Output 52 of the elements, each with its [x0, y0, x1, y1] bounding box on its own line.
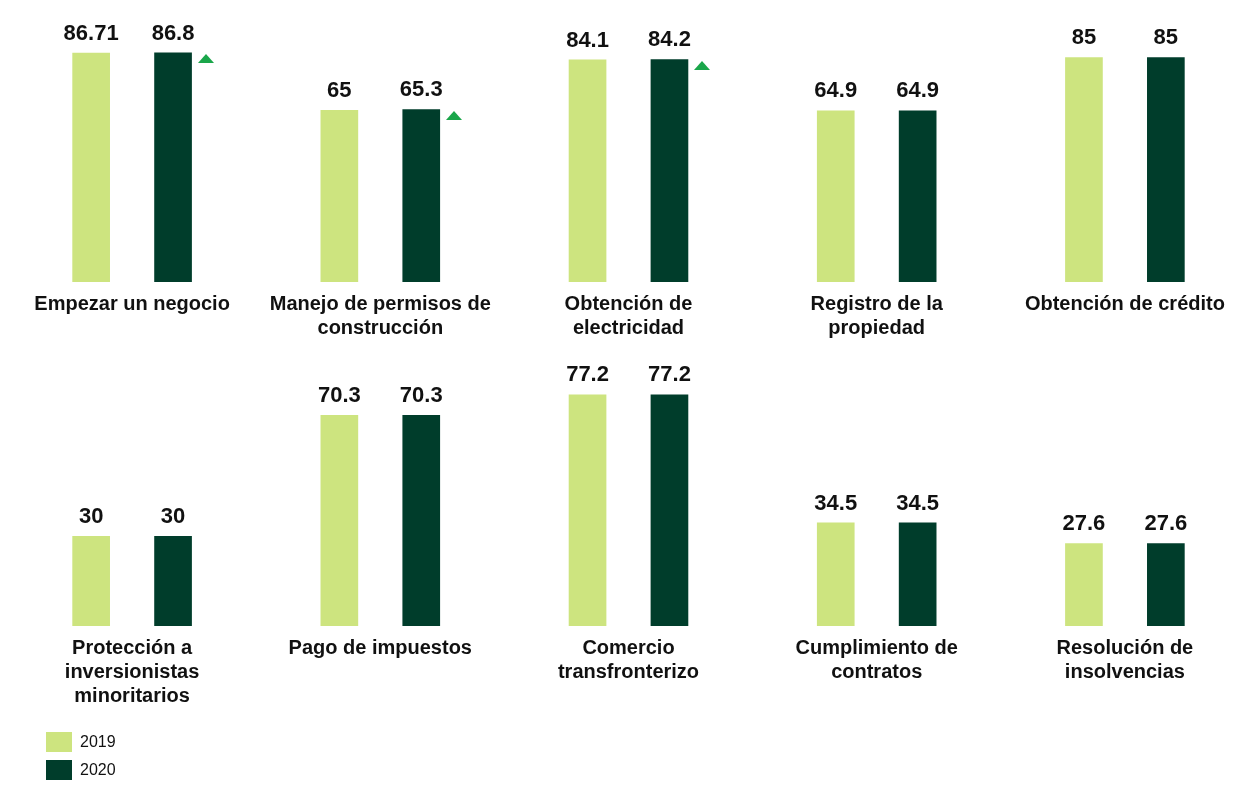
data-label: 65.3 [399, 76, 443, 102]
x-tick-label: Protección a inversionistas minoritarios [64, 635, 200, 706]
bar [898, 110, 937, 282]
x-tick-label: Resolución de insolvencias [1056, 635, 1194, 682]
bar [320, 415, 359, 626]
data-label: 30 [160, 503, 186, 529]
bar [320, 110, 359, 282]
legend-label: 2019 [80, 733, 116, 751]
bar [1147, 57, 1185, 282]
data-label: 77.2 [566, 361, 609, 387]
bar [568, 59, 607, 282]
x-tick-label: Manejo de permisos de construcción [269, 291, 491, 338]
data-label: 30 [78, 503, 104, 529]
x-tick-label: Comercio transfronterizo [557, 635, 700, 682]
data-label: 64.9 [896, 77, 940, 103]
data-label: 86.8 [151, 19, 195, 45]
data-label: 84.2 [648, 26, 691, 52]
data-label: 64.9 [814, 77, 858, 103]
data-label: 65 [327, 77, 352, 103]
x-tick-label: Obtención de electricidad [564, 291, 693, 338]
bar [72, 536, 110, 626]
bar [650, 394, 689, 626]
bar [402, 109, 441, 282]
data-label: 70.3 [399, 382, 443, 408]
bar [898, 522, 937, 626]
x-tick-label: Empezar un negocio [34, 291, 230, 314]
x-tick-label: Pago de impuestos [288, 635, 472, 658]
bar [650, 59, 689, 282]
x-tick-label: Cumplimiento de contratos [795, 635, 958, 682]
bar [568, 394, 607, 626]
bar [1065, 543, 1103, 626]
data-label: 77.2 [648, 361, 691, 387]
bar [816, 110, 855, 282]
data-label: 27.6 [1062, 510, 1106, 536]
data-label: 34.5 [814, 489, 858, 515]
data-label: 84.1 [566, 26, 609, 52]
data-label: 27.6 [1144, 510, 1188, 536]
bar [1065, 57, 1103, 282]
bar [816, 522, 855, 626]
data-label: 70.3 [317, 382, 361, 408]
x-tick-label: Obtención de crédito [1024, 291, 1225, 314]
x-tick-label: Registro de la propiedad [810, 291, 944, 338]
bar [402, 415, 441, 626]
legend-label: 2020 [80, 761, 116, 779]
data-label: 34.5 [896, 489, 940, 515]
bar [154, 536, 192, 626]
data-label: 85 [1153, 24, 1179, 50]
data-label: 85 [1071, 24, 1097, 50]
bar [72, 52, 110, 282]
data-label: 86.71 [63, 19, 119, 45]
bar [1147, 543, 1185, 626]
bar [154, 52, 192, 282]
